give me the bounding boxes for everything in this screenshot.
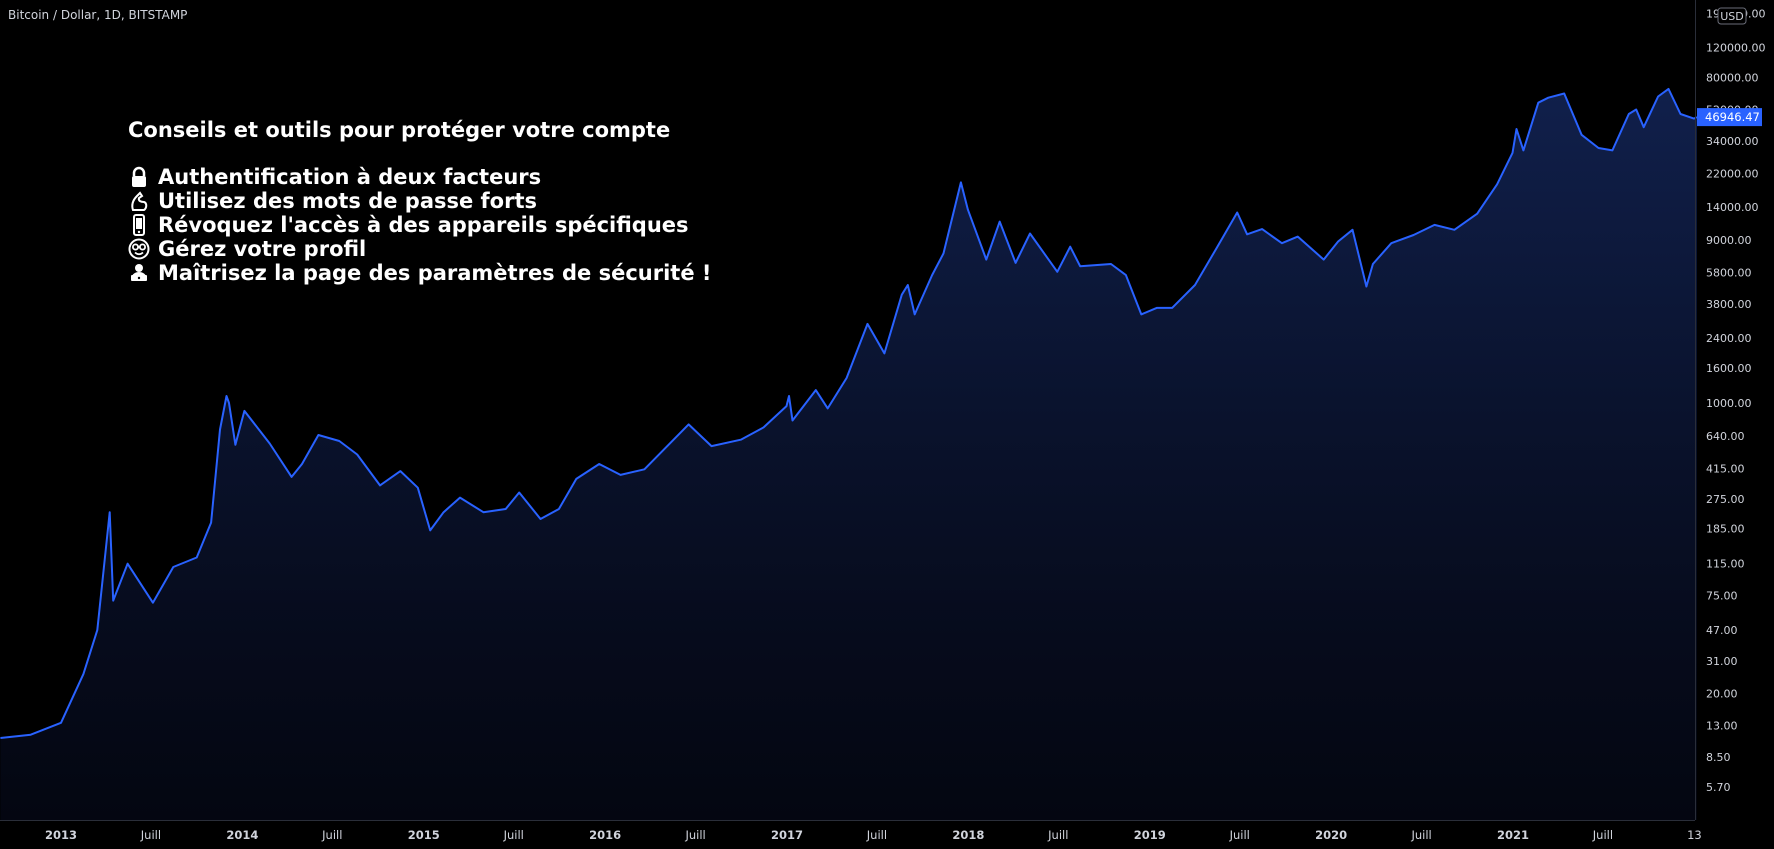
last-price-label: 46946.47 bbox=[1705, 110, 1760, 124]
time-axis[interactable]: 2013 Juill 2014 Juill 2015 Juill 2016 Juill 2017… bbox=[0, 820, 1702, 843]
tip-text: Révoquez l'accès à des appareils spécifi… bbox=[158, 213, 689, 237]
time-tick-label: Juill bbox=[140, 828, 161, 842]
price-tick-label: 185.00 bbox=[1706, 522, 1745, 535]
time-tick-label: 13 bbox=[1687, 828, 1702, 842]
price-tick-label: 22000.00 bbox=[1706, 167, 1759, 180]
flexed-biceps-icon bbox=[128, 190, 150, 212]
price-tick-label: 8.50 bbox=[1706, 751, 1731, 764]
tip-text: Gérez votre profil bbox=[158, 237, 367, 261]
price-tick-label: 120000.00 bbox=[1706, 41, 1766, 54]
time-tick-label: 2021 bbox=[1497, 828, 1529, 842]
phone-icon bbox=[128, 214, 150, 236]
tip-item: Gérez votre profil bbox=[128, 237, 711, 261]
price-tick-label: 5.70 bbox=[1706, 781, 1731, 794]
price-tick-label: 5800.00 bbox=[1706, 267, 1752, 280]
price-axis[interactable]: 5.70 8.50 13.00 20.00 31.00 47.00 75.00 115.00 1… bbox=[1695, 0, 1766, 820]
time-tick-label: 2015 bbox=[408, 828, 440, 842]
laptop-user-icon bbox=[128, 262, 150, 284]
time-tick-label: 2019 bbox=[1134, 828, 1166, 842]
price-tick-label: 1000.00 bbox=[1706, 397, 1752, 410]
time-tick-label: 2013 bbox=[45, 828, 77, 842]
price-area-fill bbox=[0, 88, 1697, 820]
time-tick-label: Juill bbox=[321, 828, 342, 842]
last-price-tag bbox=[1697, 108, 1762, 127]
time-tick-label: 2018 bbox=[952, 828, 984, 842]
time-tick-label: Juill bbox=[1592, 828, 1613, 842]
nerd-face-icon bbox=[128, 238, 150, 260]
price-tick-label: 3800.00 bbox=[1706, 298, 1752, 311]
price-tick-label: 2400.00 bbox=[1706, 332, 1752, 345]
time-tick-label: 2016 bbox=[589, 828, 621, 842]
price-tick-label: 9000.00 bbox=[1706, 234, 1752, 247]
price-tick-label: 640.00 bbox=[1706, 430, 1745, 443]
lock-icon bbox=[128, 166, 150, 188]
price-tick-label: 75.00 bbox=[1706, 589, 1738, 602]
time-tick-label: Juill bbox=[1229, 828, 1250, 842]
time-tick-label: Juill bbox=[1047, 828, 1068, 842]
tips-title: Conseils et outils pour protéger votre c… bbox=[128, 118, 671, 142]
price-tick-label: 115.00 bbox=[1706, 558, 1745, 571]
tip-text: Utilisez des mots de passe forts bbox=[158, 189, 538, 213]
price-tick-label: 31.00 bbox=[1706, 655, 1738, 668]
price-tick-label: 80000.00 bbox=[1706, 72, 1759, 85]
tip-text: Authentification à deux facteurs bbox=[158, 165, 542, 189]
symbol-title: Bitcoin / Dollar, 1D, BITSTAMP bbox=[8, 8, 188, 22]
currency-unit-badge[interactable] bbox=[1717, 7, 1747, 25]
price-tick-label: 13.00 bbox=[1706, 720, 1738, 733]
tips-overlay: Conseils et outils pour protéger votre c… bbox=[128, 117, 711, 285]
price-tick-label: 275.00 bbox=[1706, 493, 1745, 506]
time-tick-label: Juill bbox=[1410, 828, 1431, 842]
price-tick-label: 1600.00 bbox=[1706, 362, 1752, 375]
price-line-series[interactable] bbox=[0, 87, 1698, 739]
price-tick-label: 34000.00 bbox=[1706, 135, 1759, 148]
currency-unit-label: USD bbox=[1720, 10, 1744, 23]
time-tick-label: Juill bbox=[684, 828, 705, 842]
time-tick-label: Juill bbox=[503, 828, 524, 842]
tip-text: Maîtrisez la page des paramètres de sécu… bbox=[158, 261, 712, 285]
time-tick-label: 2014 bbox=[226, 828, 258, 842]
tip-item: Révoquez l'accès à des appareils spécifi… bbox=[128, 213, 711, 237]
price-tick-label: 415.00 bbox=[1706, 462, 1745, 475]
tip-item: Maîtrisez la page des paramètres de sécu… bbox=[128, 261, 711, 285]
time-tick-label: 2020 bbox=[1315, 828, 1347, 842]
price-tick-label: 20.00 bbox=[1706, 688, 1738, 701]
price-tick-label: 14000.00 bbox=[1706, 201, 1759, 214]
tip-item: Utilisez des mots de passe forts bbox=[128, 189, 711, 213]
time-tick-label: 2017 bbox=[771, 828, 803, 842]
time-tick-label: Juill bbox=[866, 828, 887, 842]
price-tick-label: 47.00 bbox=[1706, 624, 1738, 637]
tip-item: Authentification à deux facteurs bbox=[128, 165, 711, 189]
